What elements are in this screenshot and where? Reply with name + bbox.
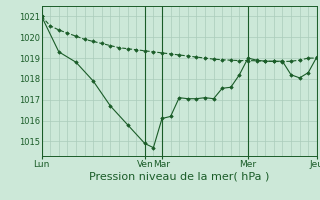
X-axis label: Pression niveau de la mer( hPa ): Pression niveau de la mer( hPa ) (89, 172, 269, 182)
